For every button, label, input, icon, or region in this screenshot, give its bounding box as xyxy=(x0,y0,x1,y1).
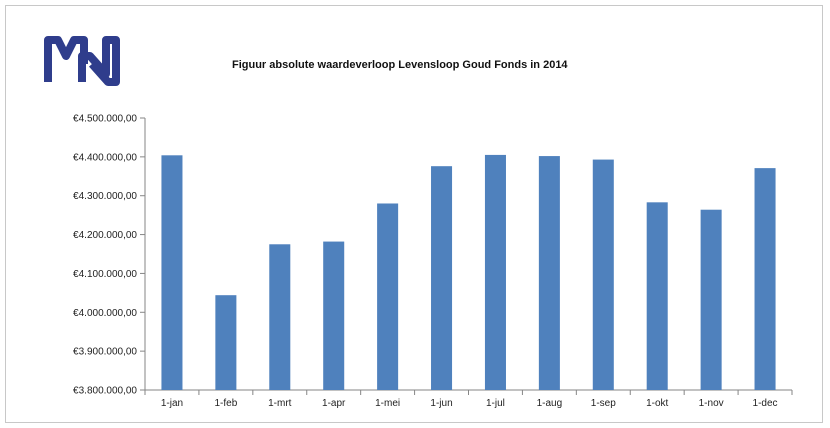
x-tick-label: 1-sep xyxy=(591,398,616,409)
x-tick-label: 1-mei xyxy=(375,398,400,409)
y-tick-label: €4.200.000,00 xyxy=(73,230,137,241)
mn-logo-icon xyxy=(44,36,120,86)
bar-1-dec xyxy=(754,168,776,390)
y-tick-label: €4.400.000,00 xyxy=(73,152,137,163)
y-tick-label: €4.300.000,00 xyxy=(73,191,137,202)
x-tick-label: 1-jun xyxy=(430,398,452,409)
bar-1-sep xyxy=(592,159,614,390)
x-tick-label: 1-dec xyxy=(753,398,778,409)
bar-1-jan xyxy=(161,155,183,390)
x-tick-label: 1-feb xyxy=(214,398,237,409)
x-tick-label: 1-jan xyxy=(161,398,183,409)
x-tick-label: 1-apr xyxy=(322,398,346,409)
y-tick-label: €3.800.000,00 xyxy=(73,386,137,397)
y-tick-label: €4.100.000,00 xyxy=(73,269,137,280)
bar-1-jul xyxy=(484,154,506,390)
chart-container xyxy=(5,5,823,423)
x-tick-label: 1-nov xyxy=(699,398,724,409)
y-tick-label: €4.000.000,00 xyxy=(73,308,137,319)
bar-1-nov xyxy=(700,209,722,390)
bar-1-okt xyxy=(646,202,668,390)
bar-1-aug xyxy=(538,156,560,390)
y-tick-label: €3.900.000,00 xyxy=(73,347,137,358)
bar-1-apr xyxy=(323,241,345,390)
bar-1-jun xyxy=(431,166,453,390)
x-tick-label: 1-aug xyxy=(537,398,563,409)
x-tick-label: 1-okt xyxy=(646,398,668,409)
bar-1-mrt xyxy=(269,244,291,390)
x-tick-label: 1-mrt xyxy=(268,398,292,409)
chart-title: Figuur absolute waardeverloop Levensloop… xyxy=(232,59,568,71)
x-tick-label: 1-jul xyxy=(486,398,505,409)
bar-1-feb xyxy=(215,295,237,390)
bar-1-mei xyxy=(377,203,399,390)
y-tick-label: €4.500.000,00 xyxy=(73,114,137,125)
